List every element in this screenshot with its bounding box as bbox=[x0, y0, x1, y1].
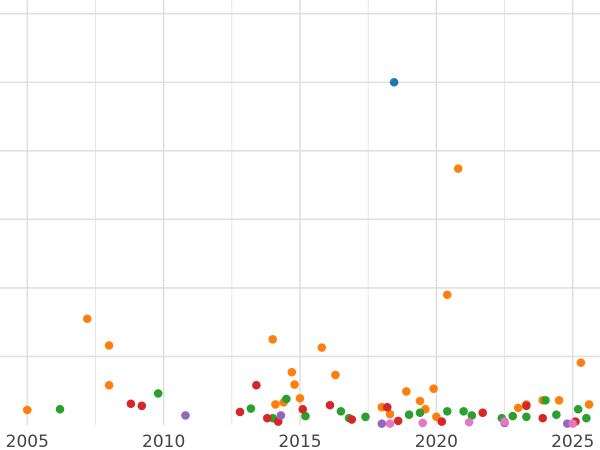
data-point bbox=[336, 406, 346, 416]
data-point bbox=[442, 290, 452, 300]
data-point bbox=[404, 410, 414, 420]
data-point bbox=[467, 411, 477, 420]
data-point bbox=[541, 396, 550, 405]
x-axis-ticks: 2005 2010 2015 2020 2025 bbox=[6, 432, 595, 450]
data-point bbox=[584, 400, 594, 409]
data-point bbox=[522, 401, 531, 411]
data-point bbox=[393, 416, 403, 426]
x-tick-label: 2005 bbox=[6, 432, 49, 450]
data-point bbox=[252, 380, 261, 390]
data-point bbox=[181, 411, 190, 420]
data-point bbox=[382, 402, 392, 412]
data-point bbox=[104, 380, 114, 390]
x-tick-label: 2010 bbox=[142, 432, 185, 450]
data-point bbox=[442, 406, 452, 416]
data-point bbox=[508, 411, 518, 421]
data-point bbox=[137, 401, 147, 411]
data-point bbox=[276, 411, 286, 420]
data-point bbox=[331, 370, 340, 380]
data-point bbox=[576, 358, 586, 367]
data-point bbox=[522, 412, 531, 422]
data-point bbox=[298, 404, 308, 414]
data-point bbox=[464, 417, 474, 427]
data-point bbox=[500, 417, 509, 426]
data-point bbox=[478, 408, 488, 417]
data-point bbox=[268, 335, 278, 344]
data-point bbox=[402, 387, 411, 396]
data-point bbox=[361, 412, 370, 422]
data-point bbox=[418, 418, 428, 428]
data-point bbox=[385, 409, 395, 419]
data-point bbox=[437, 417, 447, 426]
data-points bbox=[22, 77, 594, 428]
gridlines bbox=[0, 0, 600, 425]
data-point bbox=[290, 380, 299, 389]
data-point bbox=[271, 400, 280, 409]
data-point bbox=[377, 419, 387, 428]
x-tick-label: 2020 bbox=[415, 432, 458, 450]
x-tick-label: 2015 bbox=[278, 432, 321, 450]
x-tick-label: 2025 bbox=[551, 432, 594, 450]
data-point bbox=[153, 389, 163, 398]
data-point bbox=[389, 77, 399, 87]
data-point bbox=[55, 404, 65, 414]
data-point bbox=[573, 404, 583, 414]
data-point bbox=[262, 413, 272, 423]
data-point bbox=[82, 314, 92, 324]
data-point bbox=[22, 405, 32, 415]
data-point bbox=[385, 419, 395, 428]
data-point bbox=[513, 403, 523, 413]
data-point bbox=[104, 341, 114, 350]
data-point bbox=[317, 343, 327, 352]
data-point bbox=[568, 419, 578, 428]
data-point bbox=[415, 408, 425, 417]
data-point bbox=[246, 404, 256, 413]
data-point bbox=[301, 411, 310, 421]
data-point bbox=[552, 410, 561, 420]
data-point bbox=[554, 396, 564, 405]
data-point bbox=[429, 384, 438, 393]
data-point bbox=[126, 399, 136, 409]
data-point bbox=[459, 406, 468, 416]
data-point bbox=[282, 394, 291, 404]
data-point bbox=[415, 396, 425, 406]
data-point bbox=[325, 400, 335, 410]
data-point bbox=[235, 407, 245, 417]
data-point bbox=[453, 164, 463, 173]
data-point bbox=[347, 415, 357, 424]
data-point bbox=[287, 367, 297, 377]
data-point bbox=[538, 413, 548, 423]
data-point bbox=[582, 413, 591, 423]
data-point bbox=[295, 393, 305, 403]
